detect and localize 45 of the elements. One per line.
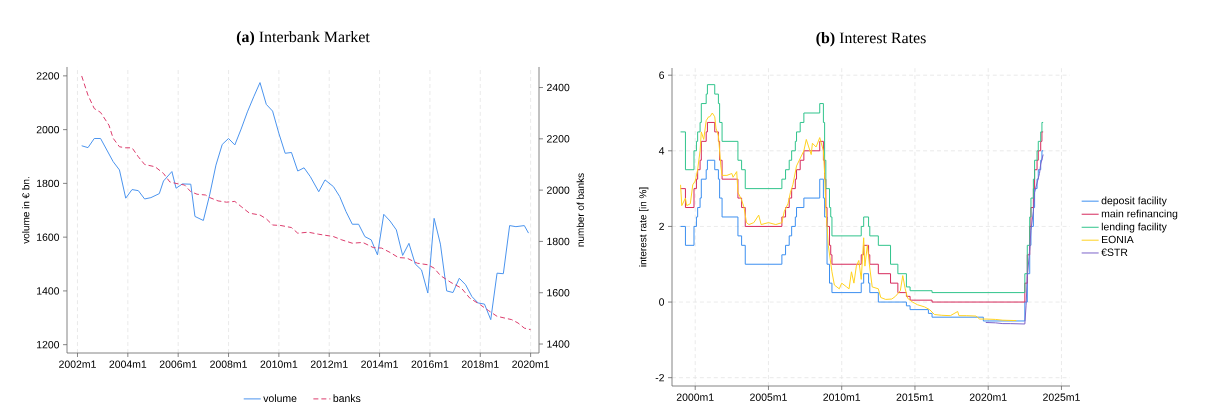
x-tick-label: 2005m1 — [750, 393, 787, 401]
y-tick-label: 4 — [658, 147, 665, 155]
x-tick-label: 2012m1 — [310, 360, 348, 368]
y-tick-label: 2000 — [36, 125, 60, 134]
y-tick-label: 1200 — [37, 340, 60, 349]
y-tick-label: 6 — [659, 71, 665, 79]
x-tick-label: 2020m1 — [512, 360, 549, 368]
x-tick-label: 2018m1 — [461, 360, 499, 368]
y2-tick-label: 2400 — [547, 83, 570, 92]
x-tick-label: 2014m1 — [361, 360, 398, 368]
y2-tick-label: 2000 — [547, 186, 570, 194]
y-tick-label: 1800 — [37, 179, 60, 188]
y-tick-label: 2 — [659, 222, 664, 231]
x-tick-label: 2016m1 — [411, 360, 449, 368]
legend-label: volume — [263, 394, 297, 403]
y-tick-label: 1400 — [37, 287, 60, 295]
y-tick-label: 1600 — [37, 233, 60, 241]
chart-title: (a) Interbank Market — [236, 31, 370, 46]
x-tick-label: 2008m1 — [210, 360, 247, 368]
chart-title: (b) Interest Rates — [816, 32, 926, 47]
legend-label: banks — [333, 394, 361, 403]
y-tick-label: 2200 — [36, 72, 60, 80]
y2-tick-label: 1400 — [547, 340, 570, 348]
x-tick-label: 2002m1 — [59, 360, 96, 368]
y2-axis-title: number of banks — [576, 173, 584, 247]
x-tick-label: 2010m1 — [260, 360, 298, 368]
legend-label: EONIA — [1102, 235, 1134, 244]
y-tick-label: -2 — [655, 374, 664, 382]
x-tick-label: 2010m1 — [823, 393, 861, 401]
y-axis-title: interest rate [in %] — [639, 187, 649, 267]
x-tick-label: 2025m1 — [1043, 393, 1080, 401]
x-tick-label: 2015m1 — [896, 393, 934, 401]
legend-label: lending facility — [1101, 222, 1167, 233]
x-tick-label: 2000m1 — [676, 393, 714, 401]
y2-tick-label: 1600 — [547, 289, 570, 297]
y-axis-title: volume in € bn. — [22, 177, 30, 244]
legend-label: €STR — [1101, 248, 1128, 256]
y2-tick-label: 1800 — [547, 237, 570, 246]
legend-label: main refinancing — [1101, 209, 1178, 220]
x-tick-label: 2004m1 — [109, 360, 147, 368]
y-tick-label: 0 — [659, 298, 665, 306]
x-tick-label: 2006m1 — [159, 360, 197, 368]
x-tick-label: 2020m1 — [969, 393, 1007, 401]
y2-tick-label: 2200 — [547, 135, 570, 143]
legend-label: deposit facility — [1101, 196, 1167, 207]
